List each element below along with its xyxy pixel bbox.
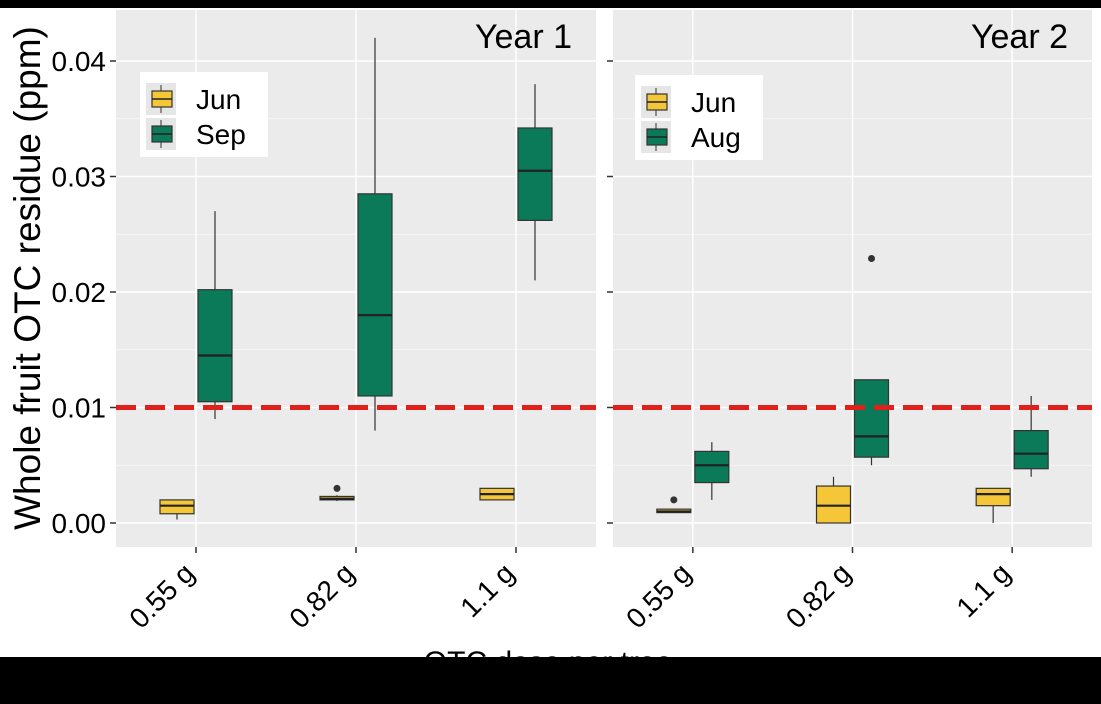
box-jun-3 (975, 487, 1011, 523)
box-body (357, 193, 393, 397)
legend-label-jun: Jun (196, 84, 241, 115)
panel-title: Year 1 (475, 18, 572, 56)
x-tick-label: 0.55 g (620, 557, 697, 634)
box-jun-2 (319, 484, 355, 502)
y-tick-label: 0.01 (52, 393, 107, 424)
box-jun-1 (656, 496, 692, 514)
box-body (517, 127, 553, 221)
box-sep-1 (197, 211, 233, 420)
x-tick-label: 0.55 g (123, 557, 200, 634)
box-body (975, 487, 1011, 507)
bottom-frame-band (0, 657, 1101, 699)
y-tick-label: 0.02 (52, 277, 107, 308)
box-aug-2 (853, 255, 890, 466)
box-sep-2 (357, 37, 393, 431)
x-tick-label: 0.82 g (780, 557, 857, 634)
x-tick-label: 1.1 g (950, 557, 1016, 623)
x-tick-label: 0.82 g (283, 557, 360, 634)
box-body (694, 450, 730, 484)
box-body (815, 485, 852, 524)
y-axis-title: Whole fruit OTC residue (ppm) (7, 26, 48, 530)
outlier-point (868, 255, 875, 263)
box-jun-2 (815, 476, 852, 524)
y-tick-label: 0.04 (52, 46, 107, 77)
box-aug-3 (1013, 395, 1049, 477)
outlier-point (333, 484, 341, 492)
outlier-point (670, 496, 678, 504)
top-frame-band (0, 0, 1101, 8)
legend-label-jun: Jun (691, 87, 736, 118)
box-jun-1 (159, 499, 195, 520)
box-body (197, 289, 233, 403)
panel-title: Year 2 (971, 18, 1068, 56)
box-aug-1 (694, 442, 730, 500)
legend-label-sep: Sep (196, 119, 246, 150)
box-sep-3 (517, 84, 553, 281)
x-tick-label: 1.1 g (454, 557, 520, 623)
box-jun-3 (479, 487, 515, 501)
box-body (853, 379, 890, 458)
y-tick-label: 0.03 (52, 162, 107, 193)
legend-label-aug: Aug (691, 122, 741, 153)
box-body (159, 499, 195, 515)
box-body (1013, 430, 1049, 470)
y-tick-label: 0.00 (52, 508, 107, 539)
